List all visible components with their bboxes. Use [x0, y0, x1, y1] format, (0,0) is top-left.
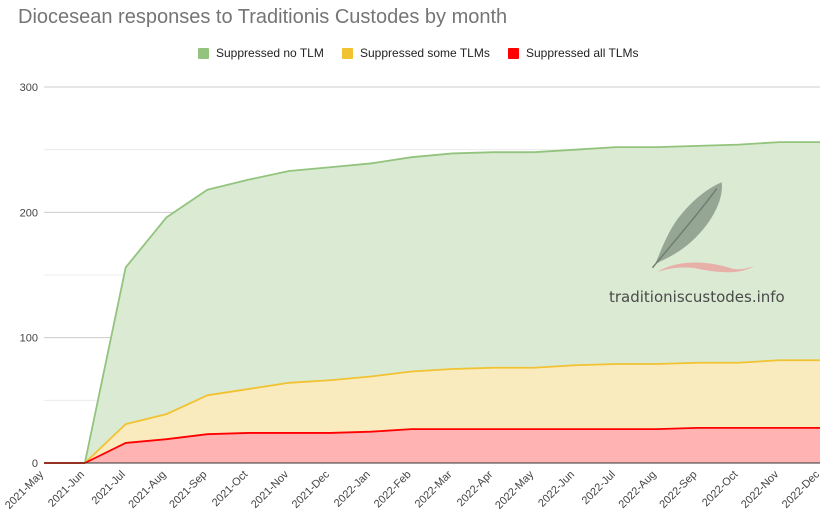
y-tick-label: 0	[32, 458, 38, 470]
x-tick-label: 2021-Jun	[46, 469, 87, 510]
x-tick-label: 2021-Dec	[290, 468, 333, 511]
legend-item-some-tlms[interactable]: Suppressed some TLMs	[342, 46, 490, 60]
x-tick-label: 2021-Oct	[210, 469, 250, 509]
x-tick-label: 2022-Jul	[580, 469, 618, 507]
watermark-text: traditioniscustodes.info	[609, 288, 785, 306]
legend-label-all-tlms: Suppressed all TLMs	[526, 46, 639, 60]
x-tick-label: 2021-Nov	[249, 468, 292, 511]
x-tick-label: 2022-Apr	[455, 468, 496, 509]
legend-label-some-tlms: Suppressed some TLMs	[360, 46, 490, 60]
legend-swatch-all-tlms	[508, 47, 519, 59]
x-tick-label: 2022-Sep	[657, 469, 699, 511]
x-tick-label: 2021-May	[3, 468, 46, 511]
x-tick-label: 2022-Dec	[780, 468, 823, 511]
x-tick-label: 2022-Jun	[536, 469, 577, 510]
line-suppressed-all-tlms	[44, 427, 820, 464]
x-tick-label: 2021-Aug	[126, 469, 168, 511]
feather-quill-icon	[651, 182, 722, 269]
x-tick-label: 2022-Oct	[700, 469, 740, 509]
y-tick-label: 200	[20, 207, 38, 219]
x-tick-label: 2021-Jul	[89, 469, 127, 507]
chart-title: Diocesean responses to Traditionis Custo…	[18, 6, 508, 28]
flourish-stroke	[657, 262, 754, 273]
line-suppressed-no-tlm	[44, 141, 820, 464]
line-layer	[44, 141, 820, 464]
watermark: traditioniscustodes.info	[609, 182, 785, 306]
x-tick-label: 2022-Jan	[332, 469, 373, 510]
x-tick-label: 2022-May	[493, 468, 536, 511]
legend-swatch-no-tlm	[198, 47, 209, 59]
legend-label-no-tlm: Suppressed no TLM	[216, 46, 324, 60]
x-tick-label: 2022-Feb	[372, 469, 414, 511]
area-suppressed-all-tlms	[44, 427, 820, 463]
y-tick-label: 300	[20, 82, 38, 94]
x-tick-label: 2022-Mar	[413, 468, 455, 510]
area-layer	[44, 142, 820, 463]
legend-item-all-tlms[interactable]: Suppressed all TLMs	[508, 46, 639, 60]
line-suppressed-some-tlms	[44, 359, 820, 464]
y-tick-label: 100	[20, 333, 38, 345]
x-tick-label: 2022-Nov	[739, 468, 782, 511]
x-tick-label: 2021-Sep	[167, 469, 209, 511]
legend-item-no-tlm[interactable]: Suppressed no TLM	[198, 46, 324, 60]
legend-swatch-some-tlms	[342, 47, 353, 59]
chart-legend: Suppressed no TLM Suppressed some TLMs S…	[0, 46, 840, 64]
x-tick-label: 2022-Aug	[617, 469, 659, 511]
